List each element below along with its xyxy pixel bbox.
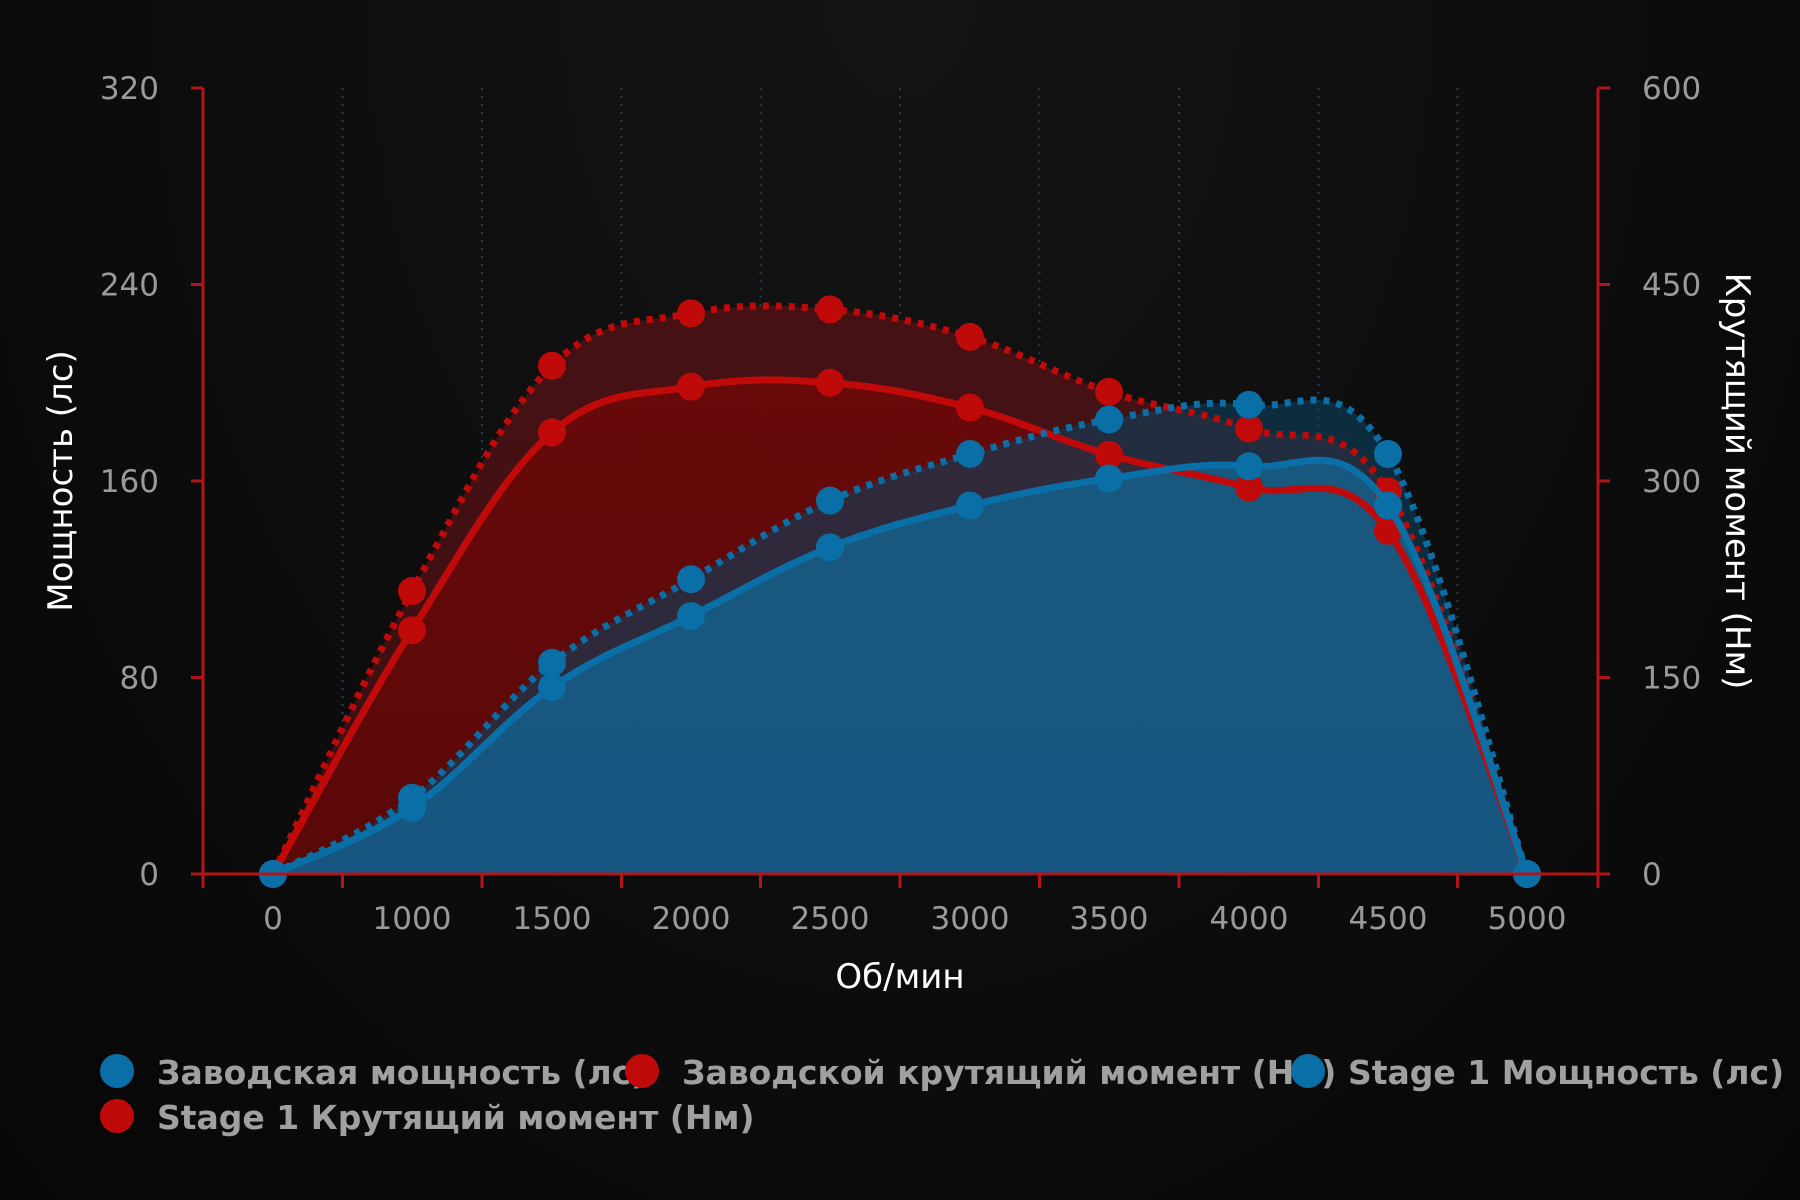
series-0-point-3 — [677, 602, 705, 631]
y-left-axis-title: Мощность (лс) — [41, 350, 81, 612]
legend-item-1[interactable]: Заводской крутящий момент (Нм) — [625, 1053, 1336, 1092]
series-3-point-1 — [398, 577, 426, 606]
x-tick-label: 5000 — [1488, 901, 1567, 937]
y-right-tick-label: 450 — [1642, 268, 1701, 304]
x-tick-label: 1500 — [513, 901, 592, 937]
series-2-point-3 — [677, 565, 705, 594]
series-2-point-5 — [956, 439, 984, 468]
series-3-point-3 — [677, 299, 705, 328]
series-2-point-6 — [1095, 405, 1123, 434]
series-1-point-1 — [398, 616, 426, 645]
y-left-tick-label: 80 — [120, 661, 159, 697]
series-0-point-1 — [398, 793, 426, 822]
series-0-point-6 — [1095, 464, 1123, 493]
legend-marker-1 — [625, 1054, 659, 1088]
y-left-tick-label: 0 — [139, 857, 159, 893]
series-1-point-7 — [1235, 473, 1263, 502]
y-right-tick-label: 600 — [1642, 71, 1701, 107]
series-2-point-8 — [1374, 439, 1402, 468]
series-3-point-4 — [816, 295, 844, 324]
legend-marker-0 — [100, 1054, 134, 1088]
x-tick-label: 4500 — [1349, 901, 1428, 937]
series-1-point-2 — [538, 418, 566, 447]
x-tick-label: 2000 — [652, 901, 731, 937]
legend: Заводская мощность (лс) Заводской крутящи… — [100, 1053, 1784, 1137]
y-right-tick-label: 150 — [1642, 661, 1701, 697]
x-tick-label: 1000 — [373, 901, 452, 937]
legend-label-3: Stage 1 Крутящий момент (Нм) — [157, 1098, 755, 1137]
x-tick-label: 4000 — [1210, 901, 1289, 937]
series-1-point-6 — [1095, 440, 1123, 469]
x-tick-label: 3500 — [1070, 901, 1149, 937]
x-tick-label: 0 — [263, 901, 283, 937]
legend-marker-3 — [100, 1099, 134, 1133]
series-1-point-3 — [677, 372, 705, 401]
series-0-point-8 — [1374, 491, 1402, 520]
y-right-ticks: 0 150 300 450 600 — [1598, 71, 1701, 893]
series-area-0 — [273, 460, 1527, 874]
series-3-point-6 — [1095, 377, 1123, 406]
series-line-3 — [269, 302, 1531, 876]
legend-item-2[interactable]: Stage 1 Мощность (лс) — [1291, 1053, 1784, 1092]
legend-item-3[interactable]: Stage 1 Крутящий момент (Нм) — [100, 1098, 755, 1137]
series-3-point-5 — [956, 322, 984, 351]
series-0-point-4 — [816, 533, 844, 562]
legend-marker-2 — [1291, 1054, 1325, 1088]
series-3-point-2 — [538, 351, 566, 380]
x-ticks: 0 1000 1500 2000 2500 3000 3500 4000 4500 5000 — [201, 874, 1600, 937]
y-left-ticks: 0 80 160 240 320 — [100, 71, 203, 893]
series-2-point-7 — [1235, 390, 1263, 419]
series-1-point-5 — [956, 393, 984, 422]
y-left-tick-label: 160 — [100, 464, 159, 500]
series-2-point-2 — [538, 648, 566, 677]
y-right-tick-label: 300 — [1642, 464, 1701, 500]
y-left-tick-label: 320 — [100, 71, 159, 107]
legend-label-0: Заводская мощность (лс) — [157, 1053, 646, 1092]
x-tick-label: 3000 — [931, 901, 1010, 937]
y-right-axis-title: Крутящий момент (Нм) — [1717, 273, 1757, 690]
series-1 — [259, 368, 1541, 888]
series-3-point-7 — [1235, 414, 1263, 443]
y-right-tick-label: 0 — [1642, 857, 1662, 893]
series-0-point-5 — [956, 491, 984, 520]
series-0 — [259, 452, 1541, 888]
legend-item-0[interactable]: Заводская мощность (лс) — [100, 1053, 646, 1092]
legend-label-2: Stage 1 Мощность (лс) — [1348, 1053, 1784, 1092]
series-1-point-4 — [816, 368, 844, 397]
series-1-point-8 — [1374, 516, 1402, 545]
series-0-point-2 — [538, 673, 566, 702]
y-left-tick-label: 240 — [100, 268, 159, 304]
series-0-point-7 — [1235, 452, 1263, 481]
x-axis-title: Об/мин — [835, 957, 964, 997]
series-line-1 — [269, 376, 1531, 878]
series-2-point-4 — [816, 486, 844, 515]
legend-label-1: Заводской крутящий момент (Нм) — [682, 1053, 1336, 1092]
x-tick-label: 2500 — [791, 901, 870, 937]
